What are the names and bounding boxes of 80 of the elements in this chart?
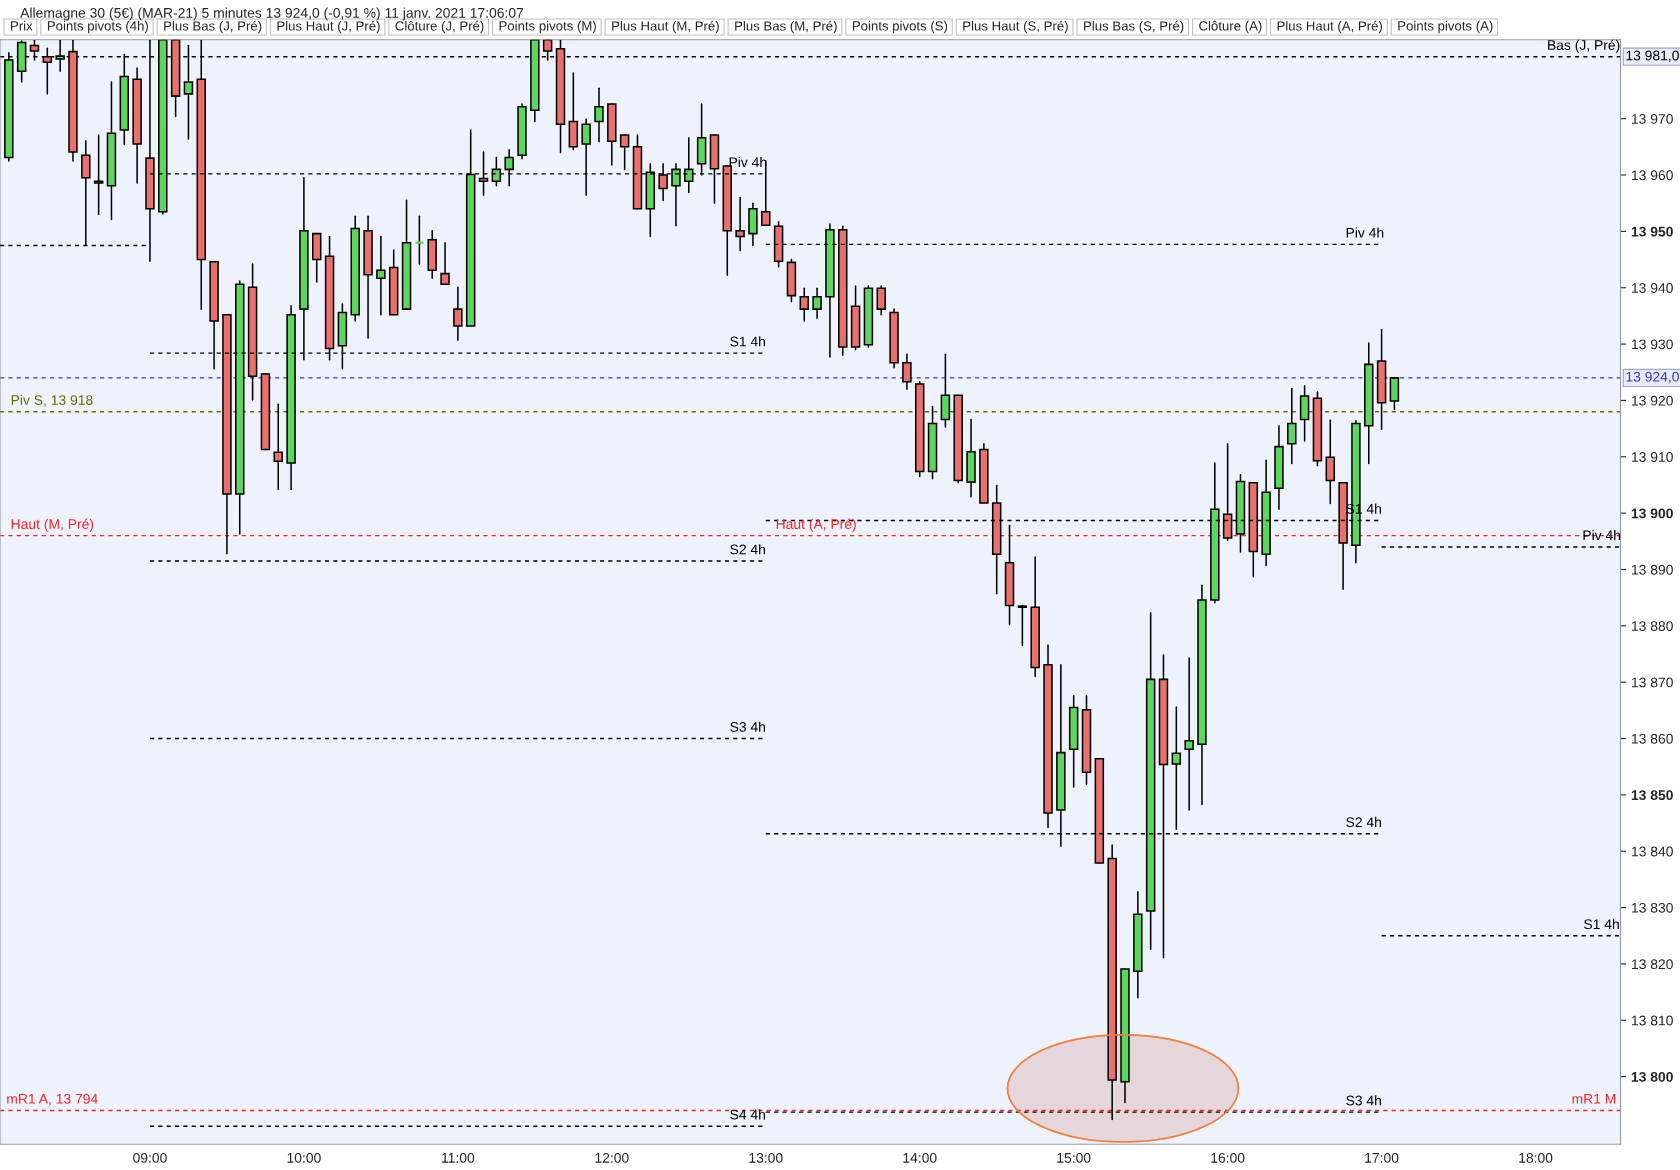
y-tick-label: 13 890: [1632, 564, 1673, 575]
y-tick-label: 13 810: [1632, 1015, 1673, 1026]
x-tick-label: 09:00: [133, 1152, 167, 1163]
annotation: Piv S, 13 918: [11, 394, 93, 407]
x-tick-label: 16:00: [1211, 1152, 1245, 1163]
x-tick-label: 18:00: [1519, 1152, 1553, 1163]
annotation: S2 4h: [1346, 816, 1381, 828]
y-tick-label: 13 800: [1631, 1071, 1673, 1082]
y-tick-label: 13 900: [1631, 508, 1673, 519]
annotation: Haut (M, Pré): [11, 518, 94, 532]
x-tick-label: 10:00: [287, 1152, 321, 1163]
candlestick: [93, 134, 104, 216]
candlestick: [876, 285, 886, 316]
ref-line-label: 13 981,0: [1626, 50, 1679, 63]
text: Plus Bas (J, Pré): [164, 20, 262, 34]
candlestick: [812, 287, 822, 319]
candlestick: [735, 196, 745, 252]
annotation: S3 4h: [730, 721, 765, 732]
y-tick-label: 13 820: [1632, 959, 1673, 970]
annotation: S4 4h: [730, 1109, 765, 1120]
x-tick-label: 13:00: [749, 1152, 783, 1163]
text: Points pivots (4h): [47, 20, 148, 34]
text: Points pivots (A): [1398, 20, 1493, 34]
y-tick-label: 13 910: [1632, 452, 1673, 462]
y-tick-label: 13 840: [1632, 846, 1673, 857]
x-tick-label: 11:00: [442, 1152, 475, 1163]
y-tick-label: 13 940: [1632, 283, 1673, 293]
candlestick: [1184, 657, 1194, 811]
annotation: Piv 4h: [1583, 530, 1621, 541]
candlestick: [594, 87, 604, 143]
y-tick-label: 13 920: [1632, 395, 1673, 406]
y-tick-label: 13 960: [1632, 170, 1673, 181]
annotation: S1 4h: [730, 336, 765, 347]
candlestick: [1389, 377, 1400, 411]
y-tick-label: 13 850: [1631, 790, 1673, 801]
text: Plus Haut (M, Pré): [612, 20, 719, 34]
text: Plus Haut (J, Pré): [277, 20, 380, 34]
candlestick: [1299, 385, 1310, 442]
candlestick: [902, 353, 912, 390]
annotation: Bas (J, Pré): [1548, 39, 1620, 53]
y-tick-label: 13 930: [1632, 339, 1673, 350]
text: Prix: [11, 20, 33, 31]
y-tick-label: 13 950: [1631, 226, 1673, 237]
annotation: mR1 A, 13 794: [7, 1093, 98, 1106]
candlestick: [453, 286, 463, 341]
annotation: S1 4h: [1346, 503, 1381, 514]
x-tick-label: 17:00: [1365, 1152, 1399, 1163]
candlestick: [1017, 604, 1028, 647]
text: Points pivots (M): [499, 20, 596, 34]
x-tick-label: 14:00: [903, 1152, 937, 1163]
annotation: S2 4h: [730, 544, 765, 555]
candlestick: [273, 403, 283, 491]
annotation: Haut (A, Pré): [776, 518, 856, 532]
y-tick-label: 13 970: [1632, 114, 1673, 124]
y-tick-label: 13 860: [1632, 733, 1673, 744]
candlestick: [1325, 419, 1336, 505]
candlestick: [440, 241, 450, 286]
candlestick: [799, 287, 810, 322]
annotation: mR1 M: [1572, 1094, 1616, 1104]
text: Plus Bas (S, Pré): [1084, 20, 1184, 34]
annotation: S1 4h: [1584, 918, 1619, 930]
ref-line-label: 13 924,0: [1626, 371, 1679, 384]
y-tick-label: 13 830: [1632, 902, 1673, 913]
candlestick: [1171, 706, 1182, 831]
y-tick-label: 13 880: [1632, 621, 1673, 631]
x-tick-label: 15:00: [1057, 1152, 1091, 1163]
candlestick: [619, 134, 630, 171]
y-tick-label: 13 870: [1632, 677, 1673, 688]
text: Plus Haut (S, Pré): [963, 20, 1068, 34]
text: Clôture (A): [1199, 20, 1262, 34]
annotation: Piv 4h: [1346, 227, 1384, 238]
candlestick: [1287, 387, 1297, 465]
annotation: S3 4h: [1346, 1095, 1381, 1106]
candlestick: [376, 235, 386, 316]
text: Plus Haut (A, Pré): [1277, 20, 1382, 34]
text: Clôture (J, Pré): [395, 20, 484, 34]
text: Points pivots (S): [852, 20, 948, 34]
x-tick-label: 12:00: [595, 1152, 629, 1163]
text: Plus Bas (M, Pré): [735, 20, 837, 34]
chart-title: Allemagne 30 (5€) (MAR-21) 5 minutes 13 924,0 (-0,91 %) 11 janv. 2021 17:06:07: [20, 7, 524, 21]
